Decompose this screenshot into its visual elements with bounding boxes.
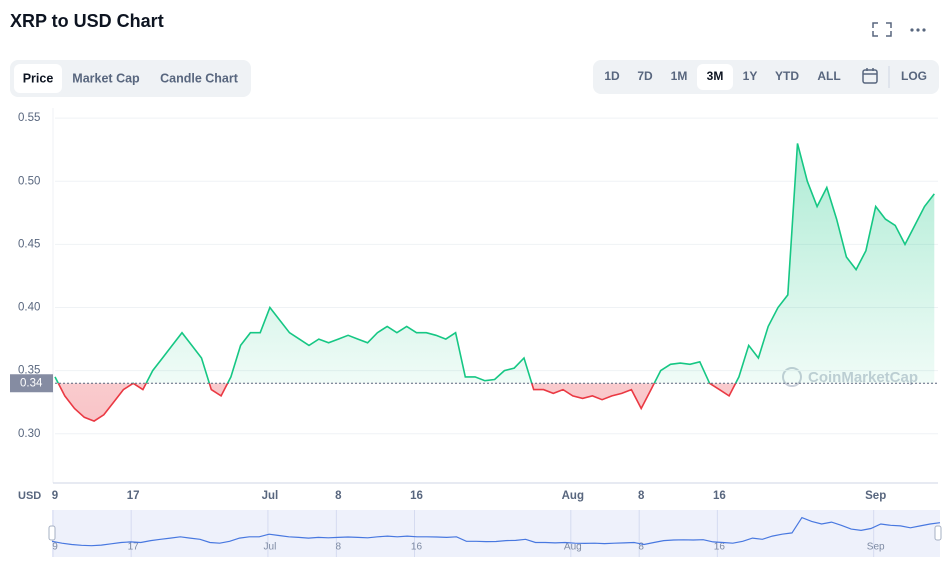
range-button[interactable]: 1Y [743, 69, 758, 83]
x-tick-label: Aug [562, 490, 584, 502]
nav-x-label: Jul [264, 542, 277, 553]
y-tick-label: 0.40 [18, 302, 40, 314]
y-tick-label: 0.35 [18, 365, 40, 377]
area-up [55, 143, 935, 384]
area-down [55, 383, 935, 422]
y-tick-label: 0.50 [18, 175, 40, 187]
range-button[interactable]: ALL [817, 69, 840, 83]
active-range [697, 64, 733, 90]
x-tick-label: 16 [713, 490, 726, 502]
y-tick-label: 0.30 [18, 428, 40, 440]
range-button[interactable]: YTD [775, 69, 799, 83]
line-up [54, 143, 935, 384]
nav-line [51, 516, 941, 547]
nav-x-label: Sep [867, 542, 885, 553]
nav-x-label: 16 [714, 542, 726, 553]
range-button[interactable]: 3M [707, 69, 724, 83]
currency-label: USD [18, 490, 41, 502]
x-tick-label: 8 [638, 490, 645, 502]
y-tick-label: 0.45 [18, 238, 40, 250]
y-tick-label: 0.55 [18, 112, 40, 124]
x-tick-label: 9 [52, 490, 58, 502]
active-tab [14, 64, 62, 93]
x-tick-label: 17 [127, 490, 140, 502]
tab[interactable]: Price [23, 71, 54, 85]
range-button[interactable]: 1D [604, 69, 620, 83]
tab[interactable]: Market Cap [72, 71, 140, 85]
nav-x-label: 16 [411, 542, 423, 553]
navigator [52, 510, 940, 557]
nav-x-label: 9 [52, 542, 58, 553]
nav-x-label: Aug [564, 542, 582, 553]
baseline-badge [10, 374, 53, 393]
calendar-icon[interactable] [862, 68, 878, 84]
nav-x-label: 8 [336, 542, 342, 553]
chart-title: XRP to USD Chart [10, 11, 164, 31]
nav-handle-right[interactable] [934, 525, 942, 541]
range-button[interactable]: 1M [671, 69, 688, 83]
nav-x-label: 8 [638, 542, 644, 553]
range-group [593, 60, 939, 94]
baseline-label: 0.34 [20, 377, 43, 389]
log-button[interactable]: LOG [901, 69, 927, 83]
tab[interactable]: Candle Chart [160, 71, 239, 85]
x-tick-label: Sep [865, 490, 886, 502]
nav-x-label: 17 [128, 542, 140, 553]
nav-handle-left[interactable] [48, 525, 56, 541]
x-tick-label: 16 [410, 490, 423, 502]
tab-group [10, 60, 251, 97]
more-icon[interactable] [910, 28, 926, 32]
fullscreen-icon[interactable] [872, 22, 892, 37]
x-tick-label: Jul [262, 490, 279, 502]
range-button[interactable]: 7D [637, 69, 653, 83]
x-tick-label: 8 [335, 490, 342, 502]
